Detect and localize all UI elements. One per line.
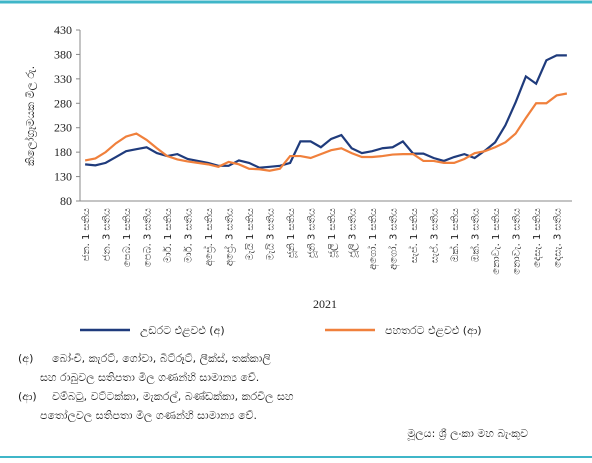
y-tick-label: 80: [60, 194, 72, 208]
x-tick-label: ජූලි 1 සතිය: [327, 208, 338, 258]
y-tick-label: 380: [54, 47, 72, 61]
x-tick-label: ජූනි 1 සතිය: [286, 208, 297, 258]
x-tick-label: පෙබ. 3 සතිය: [143, 208, 154, 267]
note-line: සහ රාබුවල සතිපතා මිල ගණන්හි සාමාන්‍ය වේ.: [40, 370, 259, 385]
note-line: පතෝලවල සතිපතා මිල ගණන්හි සාමාන්‍ය වේ.: [40, 408, 257, 423]
y-tick-label: 230: [54, 121, 72, 135]
x-tick-label: පෙබ. 1 සතිය: [122, 208, 133, 267]
x-tick-label: සැප්. 1 සතිය: [407, 208, 420, 263]
x-tick-label: සැප්. 3 සතිය: [428, 208, 441, 263]
x-tick-label: ජූලි 3 සතිය: [348, 208, 359, 258]
y-tick-label: 430: [54, 23, 72, 37]
x-tick-label: ඔක්. 3 සතිය: [469, 208, 482, 262]
note-line: වම්බටු, වට්ටක්කා, මැකරල්, බණ්ඩක්කා, කරවි…: [52, 389, 294, 404]
x-tick-label: මාර්. 3 සතිය: [183, 208, 195, 263]
x-axis-label: 2021: [313, 297, 337, 311]
x-tick-label: ජන. 1 සතිය: [81, 208, 92, 261]
x-tick-label: නොවැ. 3 සතිය: [512, 208, 523, 275]
x-tick-label: ජූනි 3 සතිය: [307, 208, 318, 258]
source: මූලය: ශ්‍රී ලංකා මහ බැංකුව: [407, 427, 528, 441]
x-tick-label: අගෝ. 1 සතිය: [366, 208, 379, 270]
legend-label: උඩරට එළවළු (අ): [140, 324, 225, 338]
note-marker: (ආ): [18, 390, 37, 404]
x-tick-label: අප්‍රේ. 1 සතිය: [202, 208, 215, 266]
y-tick-label: 280: [54, 96, 72, 110]
note-marker: (අ): [18, 352, 33, 366]
x-tick-label: මැයි 3 සතිය: [266, 208, 277, 260]
x-tick-label: අප්‍රේ. 3 සතිය: [223, 208, 236, 266]
x-tick-label: දෙසැ. 1 සතිය: [532, 208, 543, 268]
series-line: [84, 92, 568, 172]
x-tick-label: ඔක්. 1 සතිය: [448, 208, 461, 262]
y-tick-label: 180: [54, 145, 72, 159]
x-tick-label: නොවැ. 1 සතිය: [491, 208, 502, 275]
x-tick-label: ජන. 3 සතිය: [102, 208, 113, 261]
x-tick-label: මැයි 1 සතිය: [245, 208, 256, 260]
y-tick-label: 130: [54, 170, 72, 184]
note-line: බෝංචි, කැරට්, ගෝවා, බීට්රූට්, ලීක්ස්, තක…: [52, 351, 271, 366]
x-tick-label: මාර්. 1 සතිය: [162, 208, 174, 263]
y-tick-label: 330: [54, 72, 72, 86]
series-line: [85, 54, 567, 169]
x-tick-label: දෙසැ. 3 සතිය: [553, 208, 564, 268]
legend-label: පහතරට එළවළු (ආ): [385, 324, 482, 338]
y-axis-label: කිලෝග්‍රෑමයක මිල රු.: [23, 66, 38, 166]
x-tick-label: අගෝ. 3 සතිය: [387, 208, 400, 270]
